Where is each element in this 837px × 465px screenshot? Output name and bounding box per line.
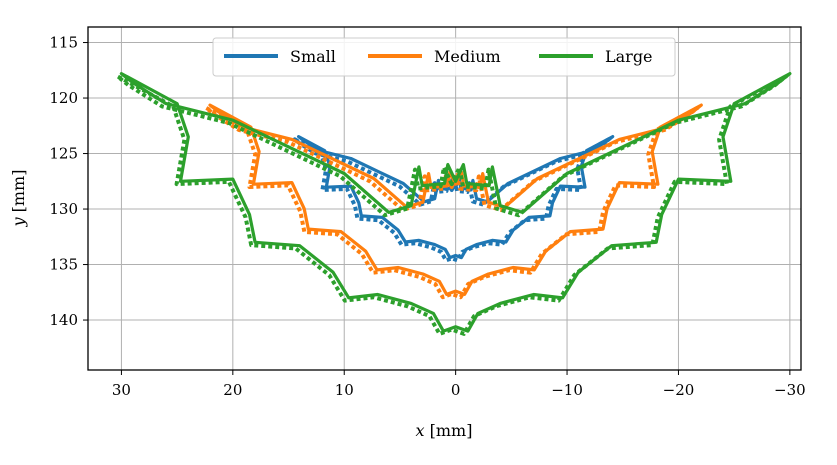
y-tick-label: 115: [49, 34, 78, 52]
x-tick-label: 30: [112, 381, 131, 399]
legend-label-large: Large: [605, 47, 653, 66]
x-tick-label: −10: [551, 381, 583, 399]
y-axis-ticks: 115 120 125 130 135 140: [49, 34, 88, 329]
y-tick-label: 135: [49, 256, 78, 274]
y-tick-label: 125: [49, 145, 78, 163]
series-small-reference-line: [292, 137, 611, 263]
y-tick-label: 140: [49, 311, 78, 329]
legend: Small Medium Large: [212, 37, 676, 77]
series-large: [115, 72, 792, 336]
series-layer: [115, 72, 792, 336]
x-tick-label: −20: [663, 381, 695, 399]
y-axis-title: y [mm]: [9, 170, 28, 228]
y-tick-label: 120: [49, 89, 78, 107]
legend-box: [212, 37, 676, 77]
x-tick-label: 10: [335, 381, 354, 399]
grid-lines: [88, 27, 801, 370]
legend-label-medium: Medium: [434, 47, 501, 66]
x-axis-title: x [mm]: [416, 421, 473, 440]
legend-label-small: Small: [290, 47, 336, 66]
axes-frame: [87, 26, 802, 371]
x-tick-label: 0: [451, 381, 461, 399]
x-tick-label: −30: [774, 381, 806, 399]
series-small: [292, 135, 615, 263]
x-tick-label: 20: [223, 381, 242, 399]
series-medium: [204, 103, 703, 300]
y-tick-label: 130: [49, 200, 78, 218]
x-axis-ticks: 30 20 10 0 −10 −20 −30: [112, 370, 806, 399]
